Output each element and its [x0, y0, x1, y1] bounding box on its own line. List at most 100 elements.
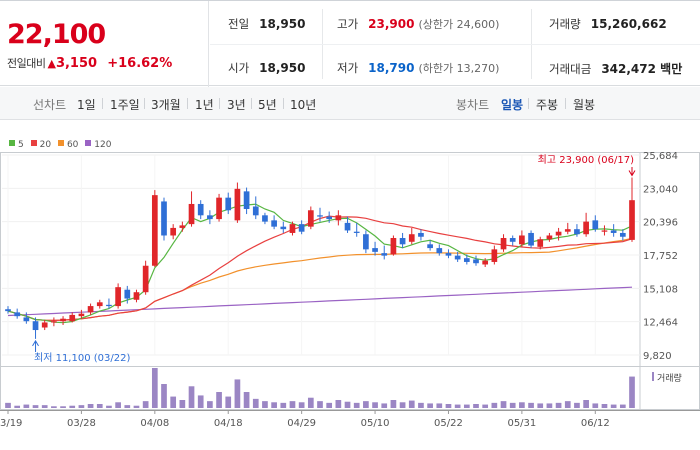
high-annotation: 최고 23,900 (06/17)	[538, 154, 634, 166]
volume-bar	[408, 400, 415, 408]
volume-bar	[592, 403, 599, 408]
candle-body	[307, 210, 314, 227]
volume-bar	[463, 404, 470, 408]
ma20-swatch	[30, 140, 37, 146]
volume-bar	[445, 404, 452, 408]
candle-body	[326, 216, 333, 220]
candle-body	[436, 248, 443, 254]
low-arrow	[32, 339, 39, 352]
candle-body	[619, 232, 626, 237]
divider	[528, 98, 529, 109]
candle-body	[418, 232, 424, 237]
candle-body	[60, 318, 66, 322]
volume-bar	[262, 401, 268, 408]
candle-body	[592, 220, 599, 230]
volume-bar	[528, 402, 534, 408]
candle-weekly[interactable]: 주봉	[536, 98, 559, 112]
volume-bar	[14, 405, 21, 408]
candle-body	[188, 203, 195, 225]
volume-info: 거래량 15,260,662	[549, 16, 667, 32]
candle-body	[601, 230, 608, 232]
lower-limit: (하한가 13,270)	[418, 62, 500, 75]
change-value: 3,150	[55, 56, 98, 71]
volume-bar	[106, 405, 112, 408]
divider	[565, 98, 566, 109]
volume-bar	[151, 368, 158, 408]
volume-bar	[537, 403, 544, 408]
candle-body	[115, 287, 121, 307]
ma60-line	[7, 237, 633, 322]
volume-label: 거래량	[549, 17, 581, 31]
candle-body	[463, 258, 470, 262]
ma60-swatch	[57, 140, 64, 146]
volume-value: 15,260,662	[590, 17, 667, 31]
prev-close-value: 18,950	[259, 17, 306, 31]
candle-body	[363, 234, 369, 250]
volume-bar	[546, 403, 553, 408]
volume-bar	[188, 386, 195, 408]
volume-bar	[170, 396, 177, 408]
x-tick-label: 04/08	[140, 418, 169, 429]
divider	[219, 98, 220, 109]
volume-bar	[216, 392, 222, 408]
change-label: 전일대비	[7, 57, 46, 70]
range-5y[interactable]: 5년	[258, 98, 277, 112]
x-tick-label: 03/28	[67, 418, 96, 429]
candle-daily[interactable]: 일봉	[501, 98, 524, 112]
volume-bar	[87, 404, 94, 408]
volume-bar	[317, 401, 323, 408]
volume-bar	[78, 405, 85, 408]
range-10y[interactable]: 10년	[290, 98, 317, 112]
candle-body	[399, 238, 406, 245]
volume-bar	[23, 404, 30, 408]
open-label: 시가	[228, 61, 250, 75]
volume-bar	[601, 404, 608, 408]
candle-body	[574, 229, 580, 235]
range-3m[interactable]: 3개월	[151, 98, 181, 112]
candle-body	[161, 201, 167, 236]
candle-body	[353, 231, 360, 233]
candle-body	[96, 302, 103, 307]
range-1d[interactable]: 1일	[77, 98, 96, 112]
range-1y[interactable]: 1년	[195, 98, 214, 112]
volume-bar	[32, 405, 39, 408]
candle-body	[234, 188, 241, 221]
y-tick-label: 25,684	[643, 151, 678, 162]
current-price: 22,100	[7, 19, 106, 50]
candle-monthly[interactable]: 월봉	[573, 98, 596, 112]
candle-body	[381, 253, 388, 256]
y-tick-label: 17,752	[643, 251, 678, 262]
y-tick-label: 12,464	[643, 318, 678, 329]
volume-bar	[307, 397, 314, 408]
candle-body	[78, 313, 85, 317]
volume-bar	[5, 402, 11, 408]
ma60-label: 60	[66, 140, 79, 150]
candle-body	[519, 235, 525, 245]
volume-bar	[298, 402, 305, 408]
candle-body	[271, 220, 277, 227]
candle-body	[280, 226, 287, 230]
range-3y[interactable]: 3년	[227, 98, 246, 112]
volume-bar	[372, 402, 378, 408]
candle-body	[262, 215, 268, 222]
candle-body	[344, 222, 351, 231]
candle-body	[564, 229, 571, 232]
divider	[251, 98, 252, 109]
candle-body	[142, 265, 149, 293]
candle-body	[225, 197, 232, 211]
candle-body	[216, 197, 222, 220]
ma5-label: 5	[18, 140, 24, 150]
volume-bar	[115, 402, 121, 408]
high-arrow	[628, 167, 636, 177]
candle-body	[289, 224, 296, 233]
up-triangle-icon: ▲	[47, 57, 56, 70]
line-chart-label: 선차트	[33, 98, 67, 112]
candle-body	[5, 309, 11, 312]
range-1w[interactable]: 1주일	[110, 98, 140, 112]
prev-close: 전일 18,950	[228, 16, 305, 32]
volume-bar	[41, 405, 48, 408]
amount-value: 342,472 백만	[601, 62, 683, 76]
ma120-label: 120	[94, 140, 112, 150]
volume-bar	[289, 401, 296, 408]
